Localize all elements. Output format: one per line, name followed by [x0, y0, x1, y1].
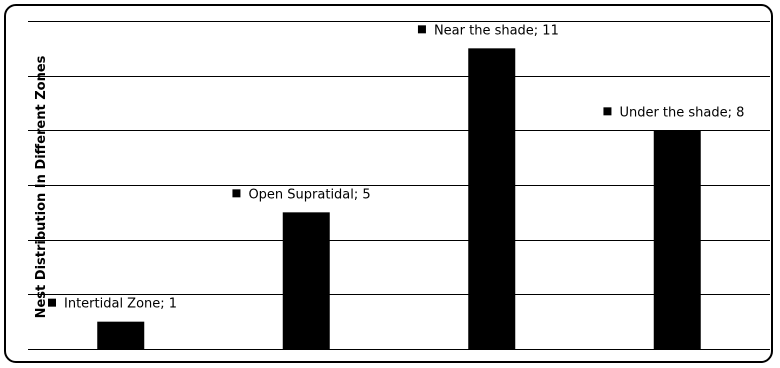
bar-near-the-shade [468, 48, 516, 349]
data-label-text: Intertidal Zone; 1 [64, 297, 177, 312]
bar-under-the-shade [653, 130, 701, 349]
bar-open-supratidal [282, 212, 330, 349]
chart-frame [4, 4, 773, 363]
bar-intertidal-zone [97, 321, 145, 349]
legend-key-square [48, 298, 56, 307]
data-label-text: Under the shade; 8 [619, 105, 744, 120]
data-label-text: Open Supratidal; 5 [248, 187, 370, 202]
y-axis-label: Nest Distribution In Different Zones [34, 55, 49, 318]
gridlines [28, 21, 770, 350]
data-label: Intertidal Zone; 1 [48, 297, 177, 312]
legend-key-square [232, 189, 241, 198]
data-label-text: Near the shade; 11 [434, 23, 559, 38]
data-label: Open Supratidal; 5 [232, 187, 371, 202]
legend-key-square [417, 25, 426, 34]
legend-key-square [603, 107, 612, 116]
data-labels: Intertidal Zone; 1 Open Supratidal; 5 Near… [48, 23, 744, 312]
bars [97, 48, 701, 349]
data-label: Near the shade; 11 [417, 23, 559, 38]
data-label: Under the shade; 8 [603, 105, 744, 120]
